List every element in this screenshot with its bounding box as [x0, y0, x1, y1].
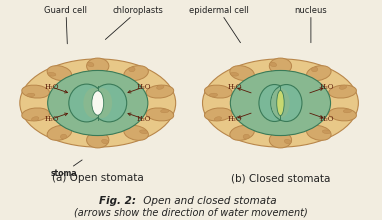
Ellipse shape — [83, 88, 104, 118]
Ellipse shape — [87, 58, 109, 74]
Text: (a) Open stomata: (a) Open stomata — [52, 173, 144, 183]
Ellipse shape — [272, 88, 290, 118]
Ellipse shape — [204, 108, 232, 121]
Ellipse shape — [259, 84, 290, 121]
Ellipse shape — [47, 125, 71, 140]
Ellipse shape — [322, 130, 330, 134]
Ellipse shape — [22, 108, 50, 121]
Ellipse shape — [157, 85, 164, 89]
Ellipse shape — [32, 117, 39, 121]
Ellipse shape — [329, 108, 356, 121]
Ellipse shape — [22, 85, 50, 98]
Ellipse shape — [87, 132, 109, 148]
Ellipse shape — [204, 85, 232, 98]
Ellipse shape — [277, 90, 284, 116]
Ellipse shape — [270, 62, 277, 67]
Ellipse shape — [269, 58, 291, 74]
Ellipse shape — [146, 85, 174, 98]
Ellipse shape — [230, 66, 254, 81]
Ellipse shape — [92, 91, 104, 115]
Ellipse shape — [129, 67, 135, 72]
Text: epidermal cell: epidermal cell — [189, 6, 249, 43]
Ellipse shape — [26, 93, 35, 97]
Text: chloroplasts: chloroplasts — [105, 6, 164, 39]
Text: H₂O: H₂O — [319, 83, 334, 91]
Ellipse shape — [87, 62, 94, 67]
Text: (b) Closed stomata: (b) Closed stomata — [231, 173, 330, 183]
Ellipse shape — [230, 70, 330, 136]
Ellipse shape — [48, 72, 56, 76]
Ellipse shape — [209, 93, 218, 97]
Ellipse shape — [339, 85, 346, 89]
Ellipse shape — [284, 139, 291, 144]
Ellipse shape — [124, 125, 148, 140]
Ellipse shape — [230, 72, 239, 76]
Ellipse shape — [269, 132, 291, 148]
Text: nucleus: nucleus — [295, 6, 327, 43]
Ellipse shape — [214, 117, 222, 121]
Ellipse shape — [47, 66, 71, 81]
Ellipse shape — [146, 108, 174, 121]
Ellipse shape — [139, 130, 148, 134]
Text: stoma: stoma — [50, 169, 77, 178]
Ellipse shape — [329, 85, 356, 98]
Text: H₂O: H₂O — [136, 83, 151, 91]
Text: Fig. 2:: Fig. 2: — [99, 196, 136, 206]
Ellipse shape — [243, 134, 249, 139]
Ellipse shape — [60, 134, 67, 139]
Text: Open and closed stomata: Open and closed stomata — [139, 196, 276, 206]
Ellipse shape — [102, 139, 108, 144]
Ellipse shape — [124, 66, 148, 81]
Circle shape — [20, 59, 176, 147]
Ellipse shape — [91, 84, 127, 122]
Ellipse shape — [271, 84, 302, 121]
Text: H₂O: H₂O — [227, 115, 242, 123]
Ellipse shape — [69, 84, 104, 122]
Text: (arrows show the direction of water movement): (arrows show the direction of water move… — [74, 207, 308, 217]
Ellipse shape — [311, 67, 318, 72]
Text: H₂O: H₂O — [227, 83, 242, 91]
Ellipse shape — [48, 70, 148, 136]
Ellipse shape — [307, 66, 331, 81]
Ellipse shape — [307, 125, 331, 140]
Ellipse shape — [160, 109, 169, 113]
Ellipse shape — [230, 125, 254, 140]
Ellipse shape — [91, 88, 112, 118]
Text: H₂O: H₂O — [319, 115, 334, 123]
Text: Guard cell: Guard cell — [44, 6, 87, 44]
Text: H₂O: H₂O — [44, 83, 59, 91]
Text: H₂O: H₂O — [136, 115, 151, 123]
Circle shape — [202, 59, 358, 147]
Text: H₂O: H₂O — [44, 115, 59, 123]
Ellipse shape — [343, 109, 352, 113]
Ellipse shape — [271, 88, 289, 118]
